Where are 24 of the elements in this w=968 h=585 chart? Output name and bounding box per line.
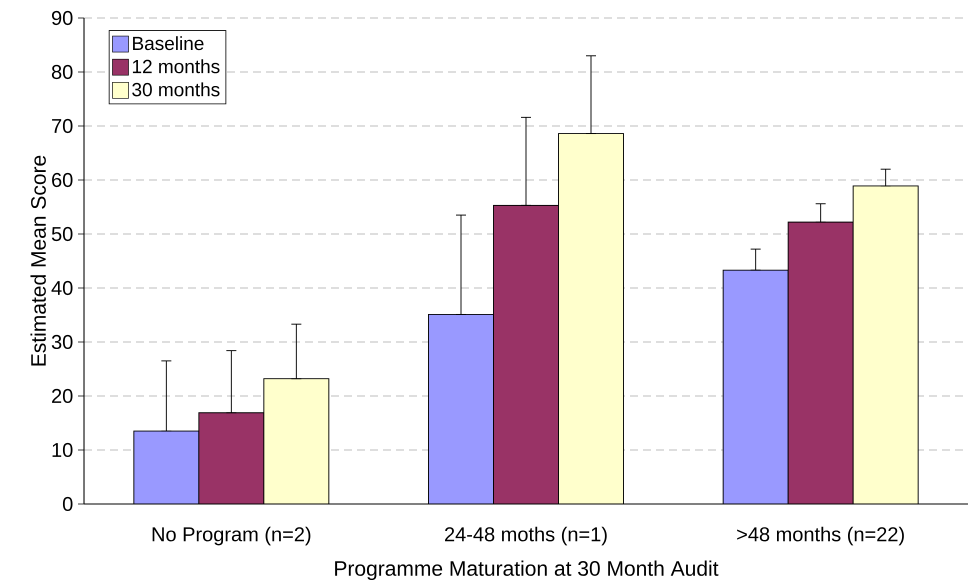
x-tick-label: No Program (n=2) bbox=[152, 526, 310, 546]
y-tick-label: 80 bbox=[52, 64, 72, 80]
y-tick-label: 60 bbox=[52, 172, 72, 188]
bar bbox=[852, 185, 919, 504]
bar bbox=[134, 431, 199, 504]
legend-label: 30 months bbox=[132, 82, 220, 96]
y-axis-title: Estimated Mean Score bbox=[30, 156, 46, 366]
y-tick-label: 70 bbox=[52, 118, 72, 134]
x-tick-label: 24-48 moths (n=1) bbox=[445, 526, 607, 546]
x-axis-title: Programme Maturation at 30 Month Audit bbox=[335, 560, 718, 580]
y-tick-label: 40 bbox=[52, 280, 72, 296]
y-tick-label: 20 bbox=[52, 388, 72, 404]
legend-label: 12 months bbox=[132, 59, 220, 74]
y-tick-label: 30 bbox=[52, 334, 72, 350]
legend-label: Baseline bbox=[133, 36, 204, 50]
y-tick-label: 0 bbox=[62, 496, 73, 512]
x-tick-label: >48 months (n=22) bbox=[737, 526, 904, 546]
y-tick-label: 10 bbox=[52, 442, 72, 458]
bar bbox=[428, 314, 494, 504]
y-tick-label: 50 bbox=[52, 226, 72, 242]
bar bbox=[264, 378, 329, 504]
bar bbox=[558, 134, 624, 504]
bar bbox=[722, 270, 789, 504]
y-tick-label: 90 bbox=[52, 10, 72, 26]
